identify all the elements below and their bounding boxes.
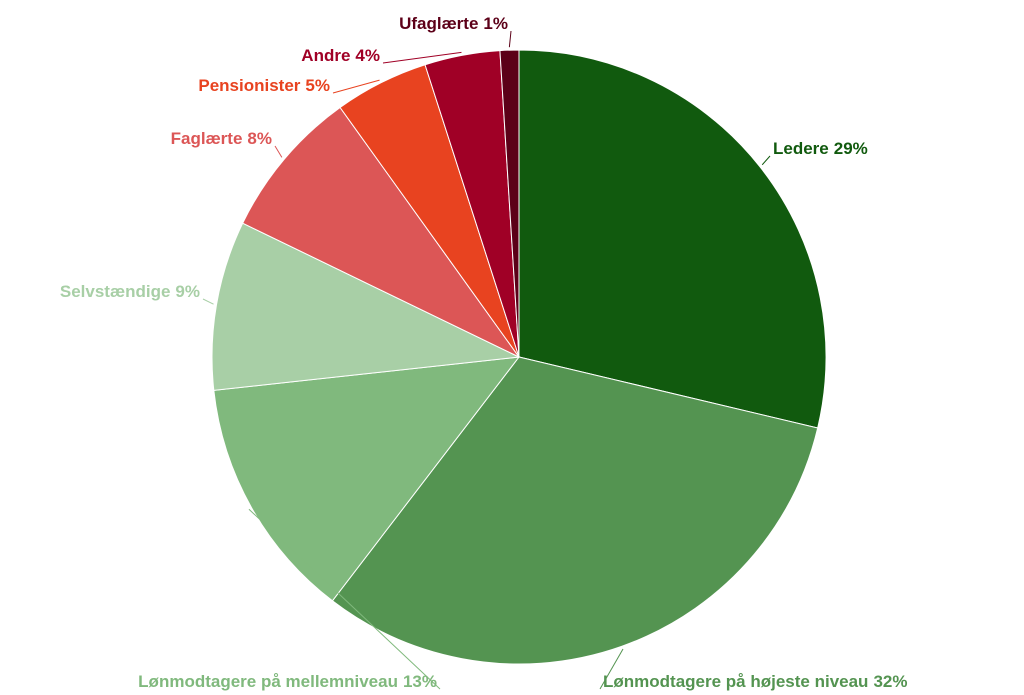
leader-line [382,51,462,64]
leader-line [248,508,441,690]
slice-label-name: Faglærte [171,129,243,148]
slice-label: Selvstændige 9% [60,282,200,301]
slice-label-value: 29% [834,139,868,158]
slice-label-value: 5% [305,76,330,95]
slice-label-value: 8% [247,129,272,148]
slice-label-value: 13% [403,672,437,691]
slice-label: Faglærte 8% [171,129,272,148]
leader-line [599,648,624,690]
pie-slice [518,49,827,429]
slice-label-name: Lønmodtagere på mellemniveau [138,672,398,691]
slice-label-name: Ufaglærte [399,14,478,33]
leader-line [508,30,512,48]
slice-label: Lønmodtagere på højeste niveau 32% [603,672,907,691]
pie-slice [213,356,521,602]
leader-line [761,155,771,166]
slice-label: Lønmodtagere på mellemniveau 13% [138,672,437,691]
leader-line [274,145,283,158]
slice-label-name: Selvstændige [60,282,171,301]
slice-label: Andre 4% [301,46,380,65]
leader-line [202,298,214,305]
slice-label-name: Lønmodtagere på højeste niveau [603,672,868,691]
slice-label-value: 4% [355,46,380,65]
pie-slice [242,106,520,358]
slice-label: Pensionister 5% [198,76,330,95]
slice-label-value: 1% [483,14,508,33]
slice-label-name: Andre [301,46,350,65]
pie-slice [331,356,819,665]
slice-label-value: 9% [175,282,200,301]
slice-label: Ufaglærte 1% [399,14,508,33]
pie-slice [211,222,521,391]
slice-label-name: Pensionister [198,76,300,95]
pie-slice [499,49,520,358]
slice-label-name: Ledere [773,139,829,158]
leader-line [332,79,380,94]
slice-label-value: 32% [873,672,907,691]
slice-label: Ledere 29% [773,139,868,158]
